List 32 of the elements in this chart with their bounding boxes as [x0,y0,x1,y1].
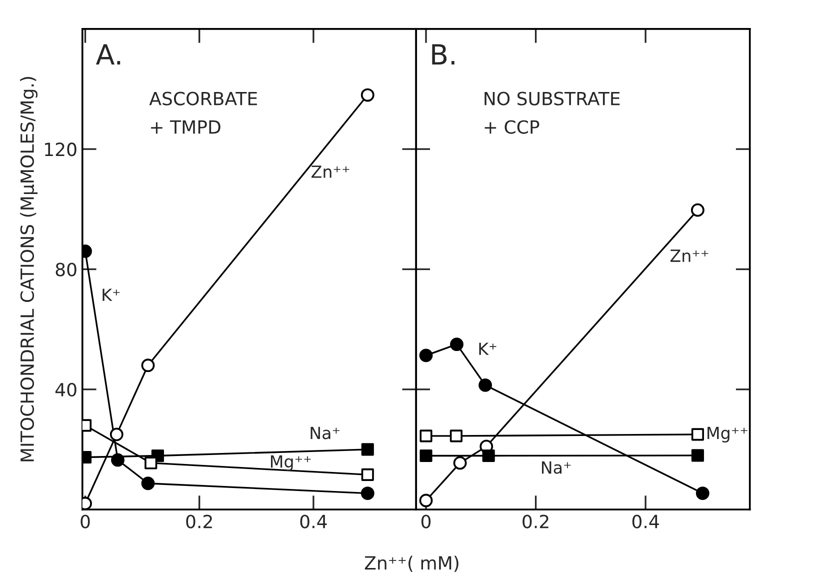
series-label: Mg⁺⁺ [270,455,311,472]
point [691,428,704,441]
point [361,468,374,481]
point [420,449,432,462]
point [482,449,495,462]
point [691,449,704,462]
x-tick-label: 0 [421,514,431,528]
x-tick-label: 0 [80,514,90,528]
series-label: Na⁺ [542,461,571,474]
series-label: K⁺ [479,342,496,355]
x-axis-title: Zn⁺⁺( mM) [364,556,458,572]
point [450,430,462,442]
text: NO SUBSTRATE + CCP [484,92,620,134]
chart-title: A. [96,44,120,64]
y-tick-label: 120 [45,142,76,156]
x-tick-label: 0.4 [300,514,327,528]
series-label: Zn⁺⁺ [670,250,708,262]
point [361,443,374,456]
x-tick-label: 0.2 [522,514,548,528]
y-axis-title: MITOCHONDRIAL CATIONS (MμMOLES/Mg.) [20,77,38,462]
text: ASCORBATE + TMPD [149,92,257,134]
x-tick-label: 0.2 [186,514,212,528]
series-label: Mg⁺⁺ [708,426,748,442]
x-tick-label: 0.4 [632,514,659,528]
series-label: Zn⁺⁺ [312,166,350,178]
point [420,430,432,442]
point [144,456,158,470]
series-label: K⁺ [102,288,120,301]
chart-title: B. [432,44,454,64]
series-label: Na⁺ [310,426,340,440]
y-tick-label: 40 [55,382,76,396]
y-tick-label: 80 [56,262,76,276]
